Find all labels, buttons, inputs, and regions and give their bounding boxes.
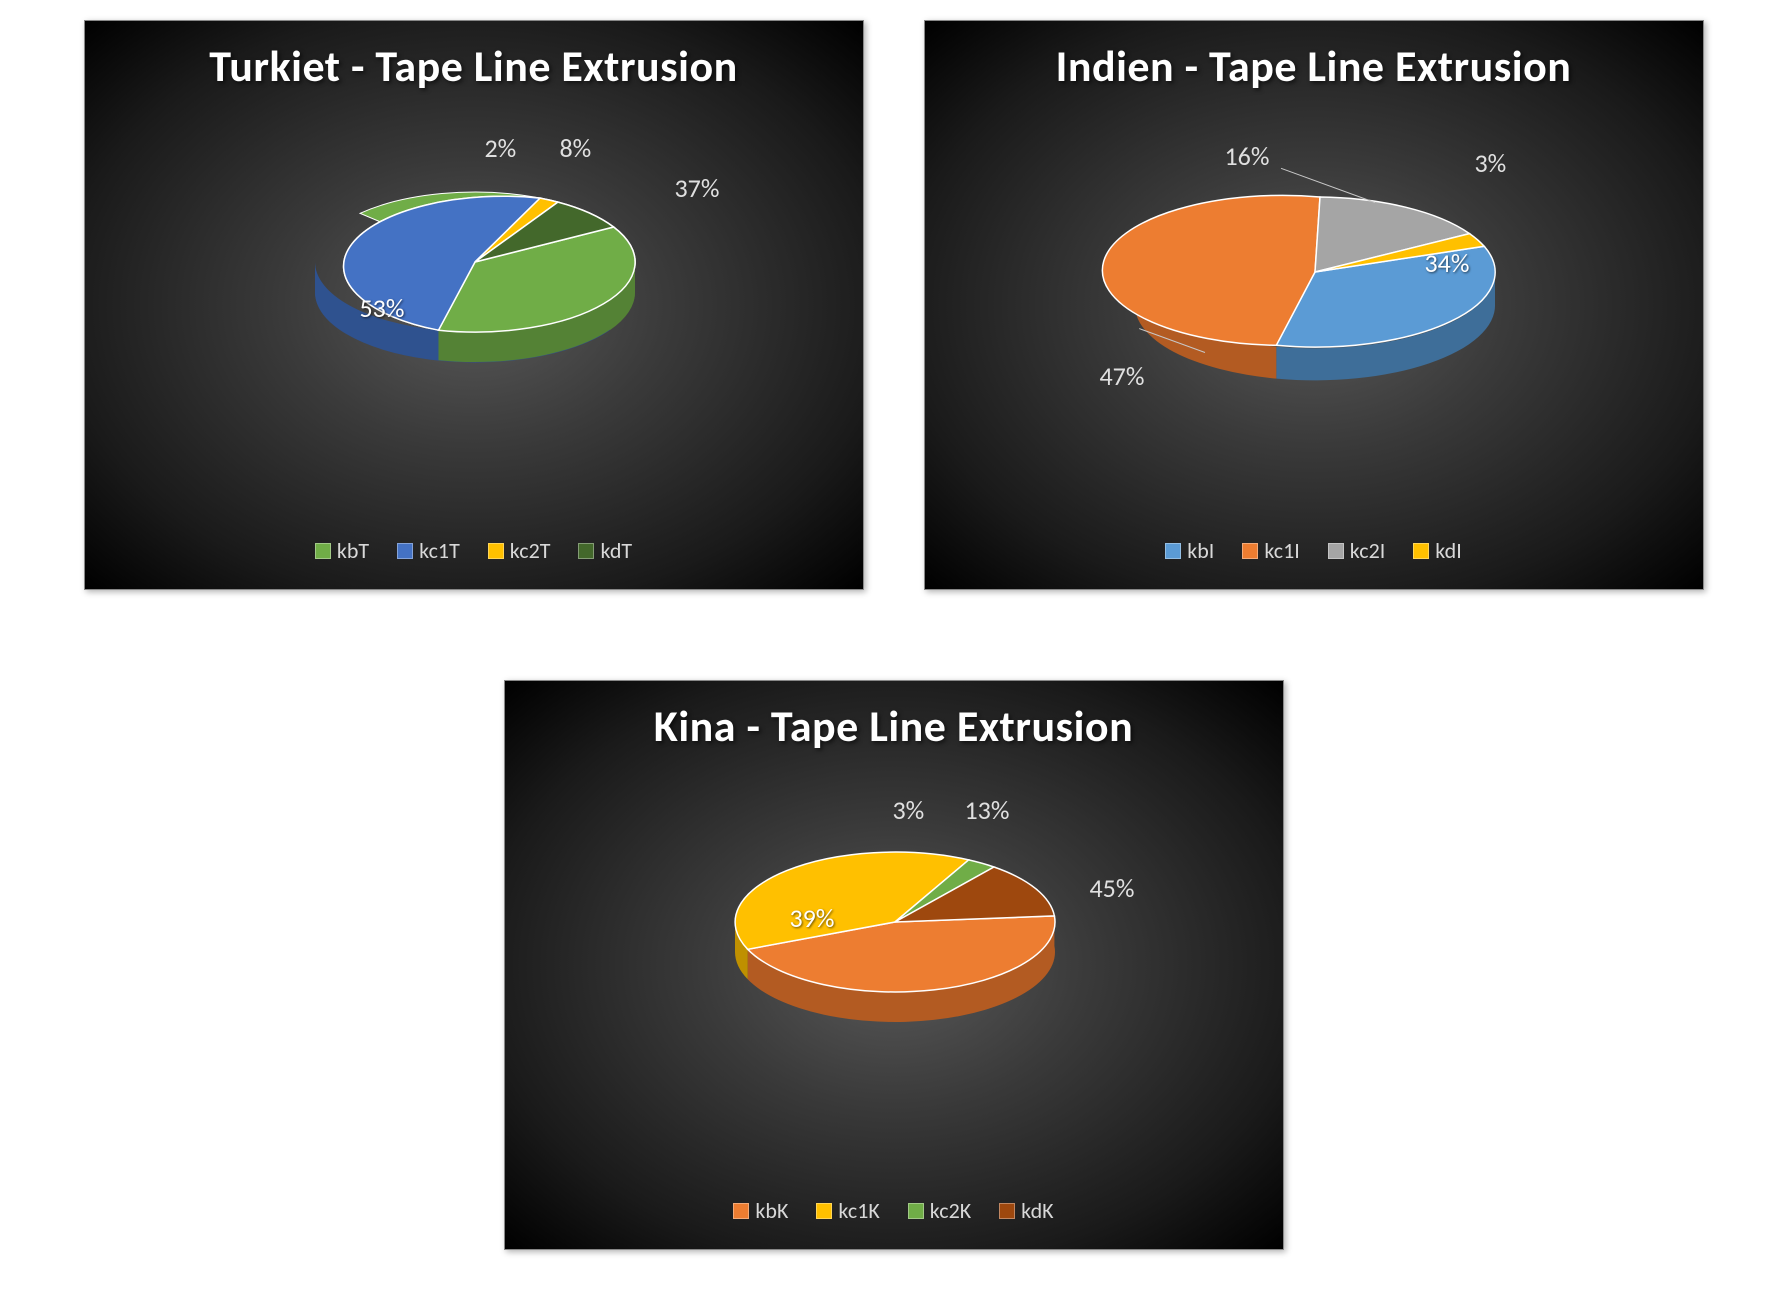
- legend-label: kc1K: [838, 1197, 879, 1224]
- legend-item: kc1T: [397, 537, 460, 564]
- data-label: 3%: [1475, 147, 1507, 179]
- swatch-icon: [733, 1203, 749, 1219]
- swatch-icon: [816, 1203, 832, 1219]
- panel-turkiet: Turkiet - Tape Line Extrusion: [84, 20, 864, 590]
- legend-item: kbK: [733, 1197, 788, 1224]
- legend-item: kc2T: [488, 537, 551, 564]
- legend-label: kdI: [1435, 537, 1462, 564]
- legend-label: kdK: [1021, 1197, 1053, 1224]
- swatch-icon: [488, 543, 504, 559]
- data-label: 47%: [1100, 360, 1145, 392]
- swatch-icon: [578, 543, 594, 559]
- pie-kina: [695, 812, 1095, 1072]
- data-label: 37%: [675, 172, 720, 204]
- legend-item: kbT: [315, 537, 369, 564]
- legend-label: kbT: [337, 537, 369, 564]
- swatch-icon: [315, 543, 331, 559]
- swatch-icon: [397, 543, 413, 559]
- legend-item: kc1K: [816, 1197, 879, 1224]
- legend-indien: kbI kc1I kc2I kdI: [1165, 537, 1462, 574]
- data-label: 34%: [1425, 247, 1470, 279]
- row-bottom: Kina - Tape Line Extrusion: [20, 680, 1767, 1250]
- panel-title: Indien - Tape Line Extrusion: [1056, 41, 1572, 92]
- pie-indien: [1095, 157, 1535, 417]
- legend-label: kbK: [755, 1197, 788, 1224]
- data-label: 8%: [560, 132, 592, 164]
- legend-label: kc2K: [930, 1197, 971, 1224]
- swatch-icon: [1413, 543, 1429, 559]
- swatch-icon: [1242, 543, 1258, 559]
- legend-item: kdI: [1413, 537, 1462, 564]
- legend-item: kc1I: [1242, 537, 1299, 564]
- panel-title: Turkiet - Tape Line Extrusion: [209, 41, 738, 92]
- pie-zone-turkiet: 37% 53% 2% 8%: [115, 92, 833, 537]
- legend-item: kdT: [578, 537, 632, 564]
- legend-label: kbI: [1187, 537, 1214, 564]
- legend-item: kc2I: [1328, 537, 1385, 564]
- swatch-icon: [999, 1203, 1015, 1219]
- data-label: 45%: [1090, 872, 1135, 904]
- legend-label: kc1I: [1264, 537, 1299, 564]
- panel-kina: Kina - Tape Line Extrusion: [504, 680, 1284, 1250]
- row-top: Turkiet - Tape Line Extrusion: [20, 20, 1767, 590]
- legend-item: kc2K: [908, 1197, 971, 1224]
- legend-label: kc1T: [419, 537, 460, 564]
- chart-grid: Turkiet - Tape Line Extrusion: [20, 20, 1767, 1250]
- legend-kina: kbK kc1K kc2K kdK: [733, 1197, 1053, 1234]
- swatch-icon: [1328, 543, 1344, 559]
- legend-item: kdK: [999, 1197, 1053, 1224]
- legend-label: kc2T: [510, 537, 551, 564]
- pie-turkiet: [275, 152, 675, 412]
- panel-title: Kina - Tape Line Extrusion: [654, 701, 1133, 752]
- swatch-icon: [908, 1203, 924, 1219]
- data-label: 39%: [790, 902, 835, 934]
- legend-label: kc2I: [1350, 537, 1385, 564]
- pie-zone-indien: 34% 47% 16% 3%: [955, 92, 1673, 537]
- legend-turkiet: kbT kc1T kc2T kdT: [315, 537, 632, 574]
- data-label: 13%: [965, 794, 1010, 826]
- data-label: 2%: [485, 132, 517, 164]
- swatch-icon: [1165, 543, 1181, 559]
- data-label: 53%: [360, 292, 405, 324]
- pie-zone-kina: 45% 39% 3% 13%: [535, 752, 1253, 1197]
- legend-item: kbI: [1165, 537, 1214, 564]
- legend-label: kdT: [600, 537, 632, 564]
- data-label: 16%: [1225, 140, 1270, 172]
- data-label: 3%: [893, 794, 925, 826]
- panel-indien: Indien - Tape Line Extrusion: [924, 20, 1704, 590]
